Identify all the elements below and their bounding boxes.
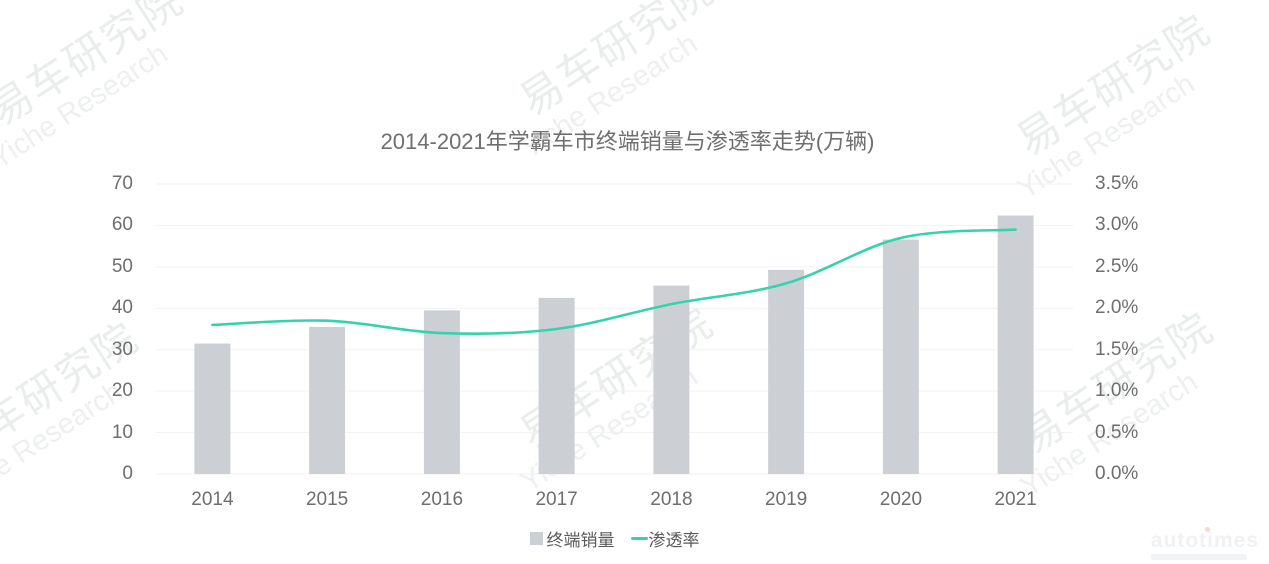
x-axis-tick-2017: 2017 <box>535 489 578 510</box>
x-axis-tick-2021: 2021 <box>994 489 1037 510</box>
sales-bar-2020 <box>882 239 919 474</box>
sales-bar-2017 <box>538 297 575 474</box>
y-axis-right-tick: 2.5% <box>1095 255 1139 277</box>
sales-bar-2021 <box>997 215 1034 474</box>
y-axis-right-tick: 3.5% <box>1095 173 1139 194</box>
y-axis-right-tick: 3.0% <box>1095 214 1139 236</box>
y-axis-left-tick: 20 <box>111 380 133 402</box>
x-axis-tick-2015: 2015 <box>305 489 349 510</box>
y-axis-right-tick: 2.0% <box>1095 297 1139 319</box>
chart-legend: 终端销量 渗透率 <box>0 526 1229 551</box>
y-axis-left-tick: 10 <box>111 421 133 443</box>
sales-bar-2015 <box>309 326 346 474</box>
penetration-line <box>211 228 1017 336</box>
x-axis-tick-2020: 2020 <box>879 489 923 510</box>
bar-series-swatch <box>529 532 543 545</box>
y-axis-right-tick: 1.5% <box>1095 338 1139 360</box>
y-axis-right-tick: 0.0% <box>1095 463 1139 484</box>
y-axis-right-tick: 0.5% <box>1095 421 1139 443</box>
legend-label-sales: 终端销量 <box>546 531 615 550</box>
line-series-swatch <box>630 537 648 540</box>
legend-item-penetration: 渗透率 <box>630 526 700 551</box>
sales-bar-2019 <box>768 269 805 474</box>
y-axis-left-tick: 40 <box>111 297 133 319</box>
sales-bar-2018 <box>653 285 690 474</box>
legend-label-penetration: 渗透率 <box>648 531 700 550</box>
y-axis-right-tick: 1.0% <box>1095 380 1139 402</box>
y-axis-left-tick: 0 <box>122 463 133 484</box>
x-axis-tick-2014: 2014 <box>191 489 234 510</box>
y-axis-left-tick: 30 <box>111 338 133 360</box>
y-axis-left-tick: 50 <box>111 255 133 277</box>
x-axis-tick-2018: 2018 <box>650 489 693 510</box>
sales-bar-2016 <box>423 310 460 474</box>
y-axis-left-tick: 70 <box>111 173 133 194</box>
x-axis-tick-2019: 2019 <box>764 489 808 510</box>
sales-bar-2014 <box>194 343 231 474</box>
legend-item-sales: 终端销量 <box>529 526 615 551</box>
chart-title: 2014-2021年学霸车市终端销量与渗透率走势(万辆) <box>380 129 875 154</box>
y-axis-left-tick: 60 <box>111 214 133 236</box>
x-axis-tick-2016: 2016 <box>420 489 464 510</box>
